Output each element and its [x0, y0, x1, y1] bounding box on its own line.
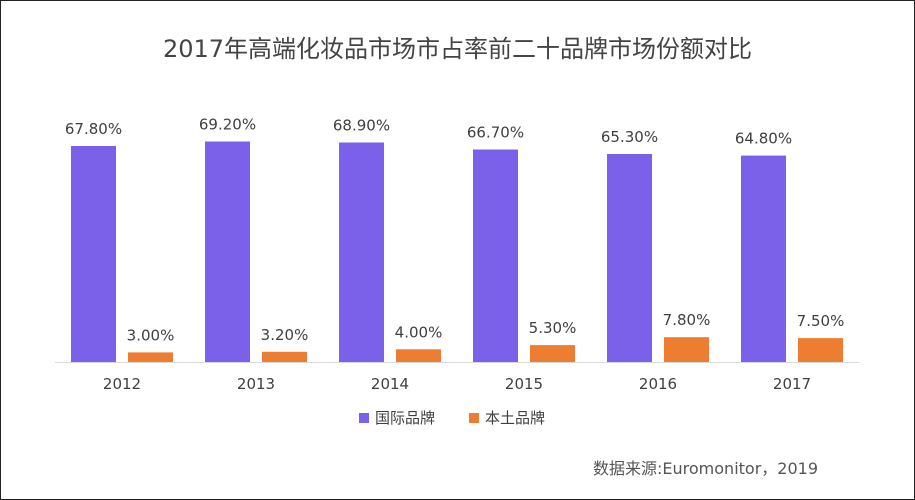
x-tick-2014: 2014	[371, 375, 409, 393]
data-label-series-1-2015: 5.30%	[529, 319, 577, 337]
data-label-series-1-2017: 7.50%	[797, 312, 845, 330]
data-label-series-1-2016: 7.80%	[663, 311, 711, 329]
legend-swatch-0	[359, 413, 369, 423]
bars-layer	[71, 141, 843, 362]
bar-series-1-2014	[396, 349, 441, 362]
chart-title: 2017年高端化妆品市场市占率前二十品牌市场份额对比	[162, 35, 753, 63]
data-label-series-0-2017: 64.80%	[735, 130, 792, 148]
bar-series-0-2014	[339, 142, 384, 362]
x-tick-2012: 2012	[103, 375, 141, 393]
legend: 国际品牌 本土品牌	[359, 409, 545, 427]
bar-series-0-2013	[205, 141, 250, 362]
data-label-series-0-2012: 67.80%	[65, 120, 122, 138]
bar-series-1-2016	[664, 337, 709, 362]
bar-series-1-2017	[798, 338, 843, 362]
bar-series-0-2015	[473, 149, 518, 362]
bar-series-0-2012	[71, 146, 116, 362]
data-label-series-1-2014: 4.00%	[395, 323, 443, 341]
data-label-series-1-2013: 3.20%	[261, 326, 309, 344]
legend-label-1: 本土品牌	[485, 409, 545, 427]
x-tick-2013: 2013	[237, 375, 275, 393]
data-label-series-0-2013: 69.20%	[199, 116, 256, 134]
bar-series-1-2015	[530, 345, 575, 362]
x-tick-2017: 2017	[773, 375, 811, 393]
x-tick-2015: 2015	[505, 375, 543, 393]
x-tick-2016: 2016	[639, 375, 677, 393]
data-label-series-0-2016: 65.30%	[601, 128, 658, 146]
x-tick-labels: 2012 2013 2014 2015 2016 2017	[103, 375, 811, 393]
bar-series-1-2013	[262, 351, 307, 362]
legend-swatch-1	[469, 413, 479, 423]
bar-series-1-2012	[128, 352, 173, 362]
bar-series-0-2016	[607, 154, 652, 362]
bar-series-0-2017	[741, 155, 786, 362]
data-label-series-0-2015: 66.70%	[467, 124, 524, 142]
legend-label-0: 国际品牌	[375, 409, 435, 427]
labels-layer: 67.80% 3.00% 69.20% 3.20% 68.90% 4.00% 66.70% 5…	[65, 116, 844, 345]
data-label-series-0-2014: 68.90%	[333, 117, 390, 135]
data-label-series-1-2012: 3.00%	[127, 326, 175, 344]
data-source-note: 数据来源:Euromonitor，2019	[593, 459, 818, 478]
